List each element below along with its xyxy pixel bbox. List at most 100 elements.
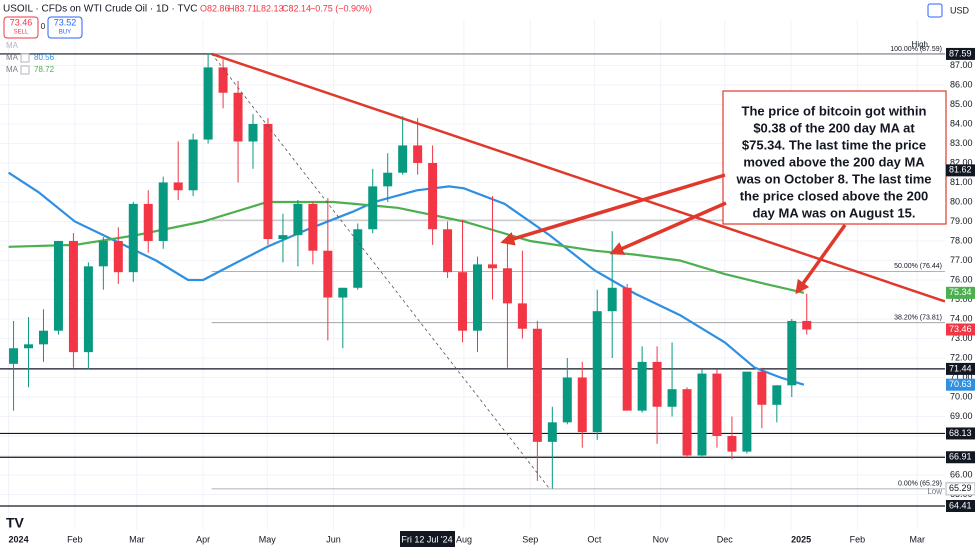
x-tick-label: Mar bbox=[909, 534, 925, 544]
price-badge-label: 65.29 bbox=[949, 483, 972, 493]
legend-ma-head: MA bbox=[6, 41, 19, 50]
x-tick-label: Feb bbox=[850, 534, 866, 544]
legend-value: 78.72 bbox=[34, 65, 55, 74]
candle-body bbox=[547, 422, 557, 442]
annotation-line: $0.38 of the 200 day MA at bbox=[753, 120, 915, 135]
candle-body bbox=[607, 287, 617, 312]
crosshair-date: Fri 12 Jul '24 bbox=[401, 534, 452, 544]
ma-line bbox=[7, 171, 805, 386]
candle-body bbox=[173, 182, 183, 191]
candle-body bbox=[562, 377, 572, 423]
candle-body bbox=[473, 264, 482, 331]
candle-body bbox=[428, 162, 438, 230]
candle-body bbox=[637, 361, 647, 411]
y-tick-label: 81.00 bbox=[950, 177, 973, 187]
x-tick-label: Feb bbox=[67, 534, 83, 544]
legend-value: 80.56 bbox=[34, 53, 55, 62]
crosshair-date-box bbox=[400, 531, 455, 547]
y-tick-label: 77.00 bbox=[950, 255, 973, 265]
candle-body bbox=[233, 92, 243, 142]
ohlc-low: L82.13 bbox=[256, 3, 284, 13]
candle-body bbox=[9, 348, 19, 364]
candle-body bbox=[802, 320, 812, 330]
buy-label: BUY bbox=[59, 30, 71, 36]
y-tick-label: 73.00 bbox=[950, 333, 973, 343]
candle-body bbox=[98, 240, 108, 267]
candle-body bbox=[278, 235, 288, 240]
y-tick-label: 76.00 bbox=[950, 274, 973, 284]
candle-body bbox=[742, 371, 752, 452]
time-axis bbox=[0, 530, 945, 549]
ohlc-open: O82.86 bbox=[200, 3, 230, 13]
price-badge-label: 64.41 bbox=[949, 500, 972, 510]
candle-body bbox=[24, 344, 34, 349]
low-label: Low bbox=[927, 487, 942, 496]
candle-body bbox=[577, 377, 587, 433]
price-badge-label: 68.13 bbox=[949, 428, 972, 438]
y-tick-label: 84.00 bbox=[950, 118, 973, 128]
annotation-line: day MA was on August 15. bbox=[752, 205, 915, 220]
annotation-line: was on October 8. The last time bbox=[735, 171, 931, 186]
candle-body bbox=[263, 123, 273, 240]
fib-label: 100.00% (87.59) bbox=[890, 46, 942, 53]
y-tick-label: 66.00 bbox=[950, 469, 973, 479]
buy-price: 73.52 bbox=[54, 17, 77, 27]
x-tick-label: Jun bbox=[326, 534, 341, 544]
fib-label: 0.00% (65.29) bbox=[898, 481, 942, 488]
y-tick-label: 71.00 bbox=[950, 372, 973, 382]
candle-body bbox=[218, 67, 228, 93]
y-tick-label: 70.00 bbox=[950, 391, 973, 401]
annotation-arrow bbox=[500, 173, 726, 246]
annotation-line: moved above the 200 day MA bbox=[743, 154, 925, 169]
price-badge bbox=[946, 378, 975, 391]
price-badge bbox=[946, 451, 975, 464]
y-tick-label: 75.00 bbox=[950, 294, 973, 304]
legend-swatch bbox=[20, 65, 30, 75]
legend-name: MA bbox=[6, 65, 19, 74]
price-badge-label: 71.44 bbox=[949, 363, 972, 373]
price-badge-label: 87.59 bbox=[949, 48, 972, 58]
candle-body bbox=[53, 240, 63, 331]
x-tick-label: Apr bbox=[196, 534, 210, 544]
candle-body bbox=[458, 272, 468, 331]
candle-body bbox=[592, 311, 602, 433]
y-tick-label: 74.00 bbox=[950, 313, 973, 323]
trendline bbox=[211, 52, 946, 303]
legend-swatch bbox=[20, 53, 30, 63]
candle-body bbox=[682, 389, 692, 456]
candle-body bbox=[413, 145, 423, 163]
legend-name: MA bbox=[6, 53, 19, 62]
x-tick-label: Mar bbox=[129, 534, 145, 544]
fib-label: 50.00% (76.44) bbox=[894, 263, 942, 270]
y-tick-label: 85.00 bbox=[950, 99, 973, 109]
y-tick-label: 86.00 bbox=[950, 79, 973, 89]
price-badge-label: 75.34 bbox=[949, 287, 972, 297]
price-badge bbox=[946, 500, 975, 513]
candle-body bbox=[188, 139, 198, 191]
candle-body bbox=[128, 203, 138, 273]
toggle-button[interactable] bbox=[927, 3, 943, 18]
candle-body bbox=[502, 268, 512, 304]
candle-body bbox=[487, 264, 497, 269]
candle-body bbox=[517, 303, 527, 329]
price-badge bbox=[946, 362, 975, 375]
candle-body bbox=[398, 145, 408, 173]
candle-body bbox=[532, 328, 542, 442]
buy-button[interactable] bbox=[47, 16, 83, 39]
tv-logo: TV bbox=[6, 515, 25, 531]
x-tick-label: Oct bbox=[587, 534, 602, 544]
candle-body bbox=[697, 373, 707, 456]
x-tick-label: Nov bbox=[653, 534, 670, 544]
candle-body bbox=[113, 240, 123, 273]
trendline bbox=[211, 53, 550, 489]
candle-body bbox=[83, 266, 93, 353]
price-badge-label: 73.46 bbox=[949, 324, 972, 334]
sell-button[interactable] bbox=[3, 16, 39, 39]
annotation-arrow bbox=[795, 223, 847, 295]
candle-body bbox=[757, 371, 767, 405]
y-tick-label: 80.00 bbox=[950, 196, 973, 206]
y-tick-label: 79.00 bbox=[950, 216, 973, 226]
